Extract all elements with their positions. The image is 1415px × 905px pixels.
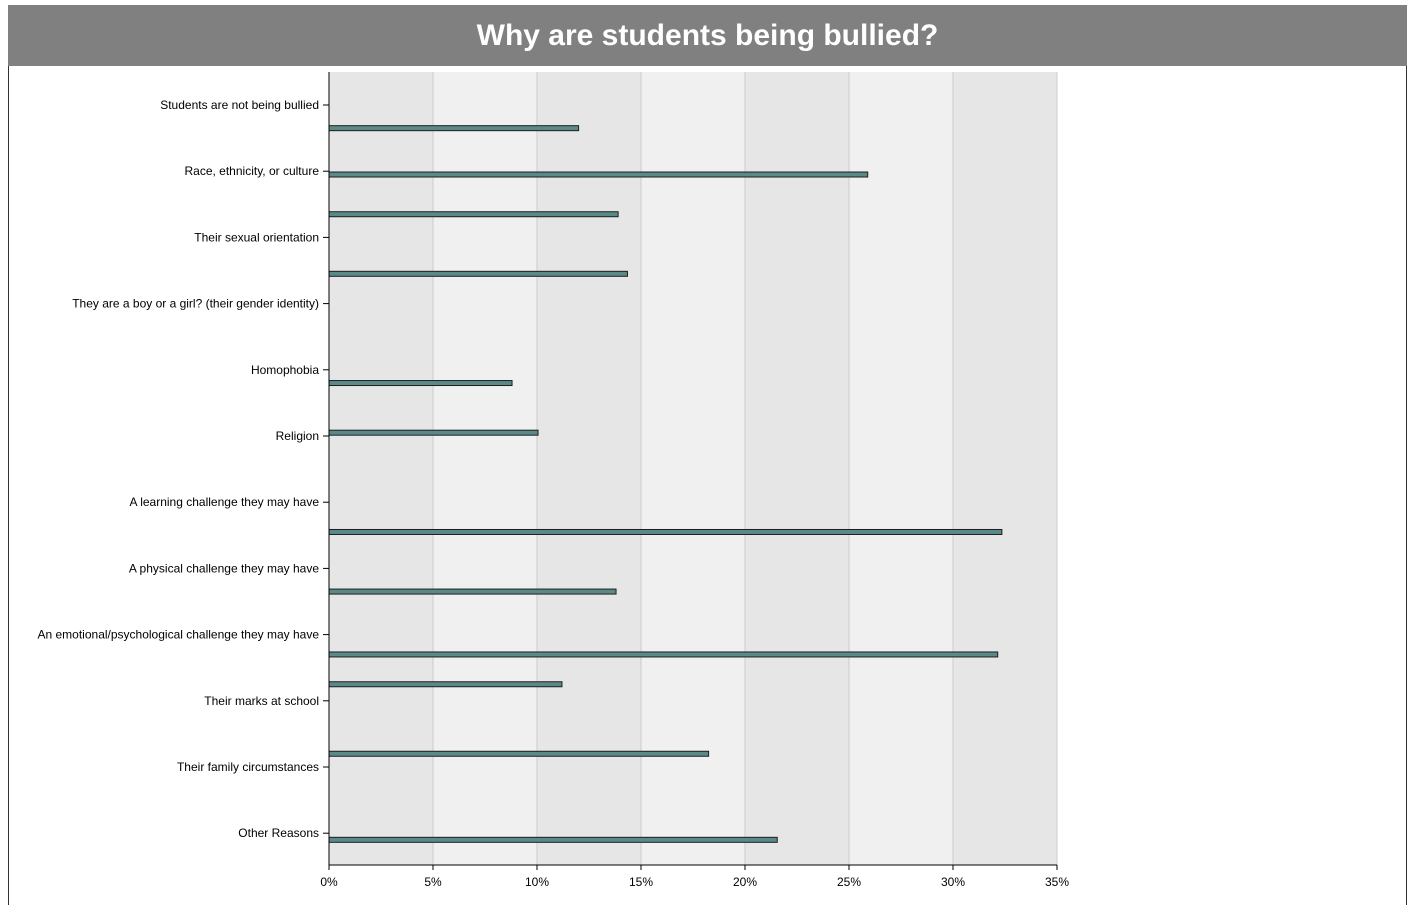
x-tick-label: 10%	[525, 875, 549, 889]
category-label: An emotional/psychological challenge the…	[37, 628, 319, 642]
category-label: They are a boy or a girl? (their gender …	[72, 297, 319, 311]
background-band	[641, 72, 745, 865]
background-band	[953, 72, 1057, 865]
bar	[328, 528, 1003, 535]
bar	[328, 750, 710, 757]
category-labels: Students are not being bullied Race, ethn…	[37, 98, 319, 840]
category-label: Their sexual orientation	[194, 230, 319, 244]
chart-title: Why are students being bullied?	[8, 5, 1407, 66]
category-label: A physical challenge they may have	[129, 561, 319, 575]
category-label: Other Reasons	[238, 826, 319, 840]
x-tick-label: 20%	[733, 875, 757, 889]
bar	[328, 380, 513, 387]
background-band	[849, 72, 953, 865]
category-label: Religion	[276, 429, 319, 443]
bar	[328, 836, 778, 843]
category-label: A learning challenge they may have	[130, 495, 320, 509]
bar	[328, 429, 539, 436]
background-bands	[329, 72, 1057, 865]
background-band	[433, 72, 537, 865]
bar	[328, 588, 617, 595]
x-tick-label: 25%	[837, 875, 861, 889]
bar	[328, 125, 580, 132]
bar	[328, 651, 999, 658]
background-band	[537, 72, 641, 865]
category-label: Their family circumstances	[177, 760, 319, 774]
category-label: Race, ethnicity, or culture	[184, 164, 319, 178]
bar	[328, 211, 619, 218]
gridlines	[432, 72, 1058, 865]
bar	[328, 681, 563, 688]
x-tick-label: 0%	[320, 875, 338, 889]
axes	[323, 72, 1058, 870]
x-tick-label: 15%	[629, 875, 653, 889]
x-tick-label: 30%	[941, 875, 965, 889]
bar	[328, 270, 628, 277]
category-label: Their marks at school	[204, 694, 319, 708]
x-tick-label: 5%	[424, 875, 442, 889]
category-label: Homophobia	[251, 363, 319, 377]
bar	[328, 171, 869, 178]
background-band	[745, 72, 849, 865]
x-tick-labels: 0% 5% 10% 15% 20% 25% 30% 35%	[320, 875, 1069, 889]
x-tick-label: 35%	[1045, 875, 1069, 889]
category-label: Students are not being bullied	[160, 98, 319, 112]
background-band	[329, 72, 433, 865]
